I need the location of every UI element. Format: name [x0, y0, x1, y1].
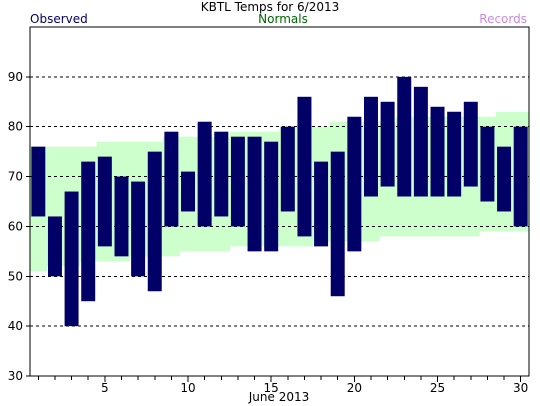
y-tick-label-90: 90	[8, 70, 23, 84]
observed-bar-day-26	[447, 111, 462, 197]
y-tick-label-60: 60	[8, 219, 23, 233]
observed-bar-day-12	[214, 131, 229, 217]
observed-bar-day-28	[480, 126, 495, 202]
y-tick-label-70: 70	[8, 170, 23, 184]
observed-bar-day-10	[181, 171, 196, 212]
x-tick-label-10: 10	[180, 381, 195, 395]
y-tick-label-50: 50	[8, 269, 23, 283]
legend-observed: Observed	[30, 12, 88, 26]
observed-bar-day-21	[363, 96, 378, 197]
observed-bar-day-17	[297, 96, 312, 237]
gridlines	[30, 76, 529, 327]
x-axis: 5 10 15 20 25 30	[37, 376, 528, 395]
observed-bar-day-9	[164, 131, 179, 227]
observed-bar-day-3	[64, 191, 79, 327]
observed-bar-day-8	[147, 151, 162, 292]
y-tick-label-30: 30	[8, 369, 23, 383]
observed-bar-day-11	[197, 121, 212, 227]
observed-bar-day-15	[264, 141, 279, 252]
observed-bar-day-27	[463, 101, 478, 187]
observed-bar-day-6	[114, 176, 129, 257]
observed-bar-day-2	[47, 216, 62, 277]
x-tick-label-5: 5	[101, 381, 109, 395]
observed-bar-day-30	[513, 126, 528, 227]
observed-bar-day-22	[380, 101, 395, 187]
observed-bar-day-24	[413, 86, 428, 197]
x-axis-label: June 2013	[248, 390, 310, 404]
observed-bar-day-13	[230, 136, 245, 227]
observed-bar-day-29	[497, 146, 512, 212]
plot-frame	[29, 26, 530, 377]
observed-bar-day-23	[397, 76, 412, 197]
y-tick-label-80: 80	[8, 120, 23, 134]
x-tick-label-30: 30	[513, 381, 528, 395]
observed-bar-day-14	[247, 136, 262, 252]
observed-bars-layer	[31, 76, 528, 327]
observed-bar-day-18	[314, 161, 329, 247]
observed-bar-day-25	[430, 106, 445, 197]
observed-bar-day-4	[81, 161, 96, 302]
x-tick-label-15: 15	[264, 381, 279, 395]
observed-bar-day-16	[280, 126, 295, 212]
observed-bar-day-19	[330, 151, 345, 297]
observed-bar-day-5	[97, 156, 112, 247]
observed-bar-day-20	[347, 116, 362, 252]
chart-title: KBTL Temps for 6/2013	[201, 0, 340, 14]
x-tick-label-20: 20	[347, 381, 362, 395]
legend-normals: Normals	[258, 12, 308, 26]
observed-bar-day-7	[131, 181, 146, 277]
legend-records: Records	[479, 12, 527, 26]
y-tick-label-40: 40	[8, 319, 23, 333]
observed-bar-day-1	[31, 146, 46, 217]
y-axis: 30 40 50 60 70 80 90	[8, 70, 30, 383]
x-tick-label-25: 25	[430, 381, 445, 395]
